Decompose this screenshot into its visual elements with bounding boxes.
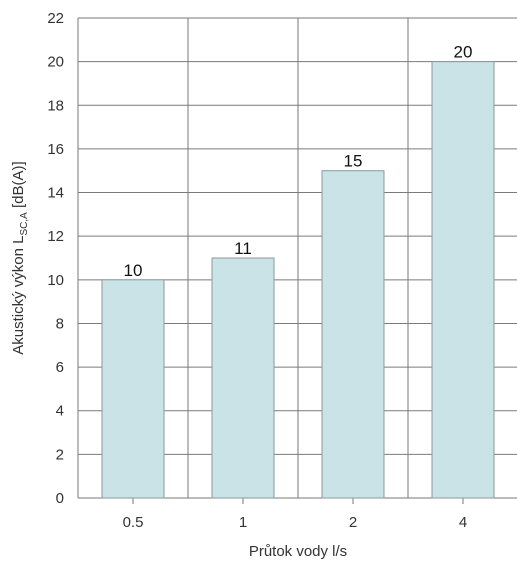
x-tick-label: 1 xyxy=(239,514,247,531)
x-tick-labels: 0.5 1 2 4 xyxy=(123,514,468,531)
y-tick-label: 20 xyxy=(47,54,64,71)
y-tick-label: 14 xyxy=(47,185,64,202)
y-axis-label-main: Akustický výkon L xyxy=(10,235,27,354)
y-tick-label: 12 xyxy=(47,228,64,245)
y-axis-label-unit: [dB(A)] xyxy=(10,161,27,212)
y-tick-labels: 0 2 4 6 8 10 12 14 16 18 20 22 xyxy=(47,10,64,507)
y-axis-label: Akustický výkon LSC,A [dB(A)] xyxy=(10,161,30,354)
y-tick-label: 4 xyxy=(56,403,64,420)
y-tick-label: 0 xyxy=(56,490,64,507)
bar-value-label: 20 xyxy=(454,43,473,62)
y-tick-label: 10 xyxy=(47,272,64,289)
bar xyxy=(432,62,494,498)
y-tick-label: 18 xyxy=(47,97,64,114)
bar-value-label: 11 xyxy=(234,239,252,258)
y-tick-label: 6 xyxy=(56,359,64,376)
bar xyxy=(212,258,274,498)
x-axis-label: Průtok vody l/s xyxy=(249,543,347,560)
x-tick-label: 0.5 xyxy=(123,514,144,531)
y-tick-label: 2 xyxy=(56,446,64,463)
y-tick-label: 8 xyxy=(56,315,64,332)
bar xyxy=(322,171,384,498)
y-tick-label: 22 xyxy=(47,10,64,27)
y-axis-label-subscript: SC,A xyxy=(19,212,30,236)
bar xyxy=(102,280,164,498)
x-tick-label: 4 xyxy=(459,514,467,531)
bar-value-label: 15 xyxy=(344,152,363,171)
y-tick-label: 16 xyxy=(47,141,64,158)
x-tick-label: 2 xyxy=(349,514,357,531)
bar-value-label: 10 xyxy=(124,261,143,280)
